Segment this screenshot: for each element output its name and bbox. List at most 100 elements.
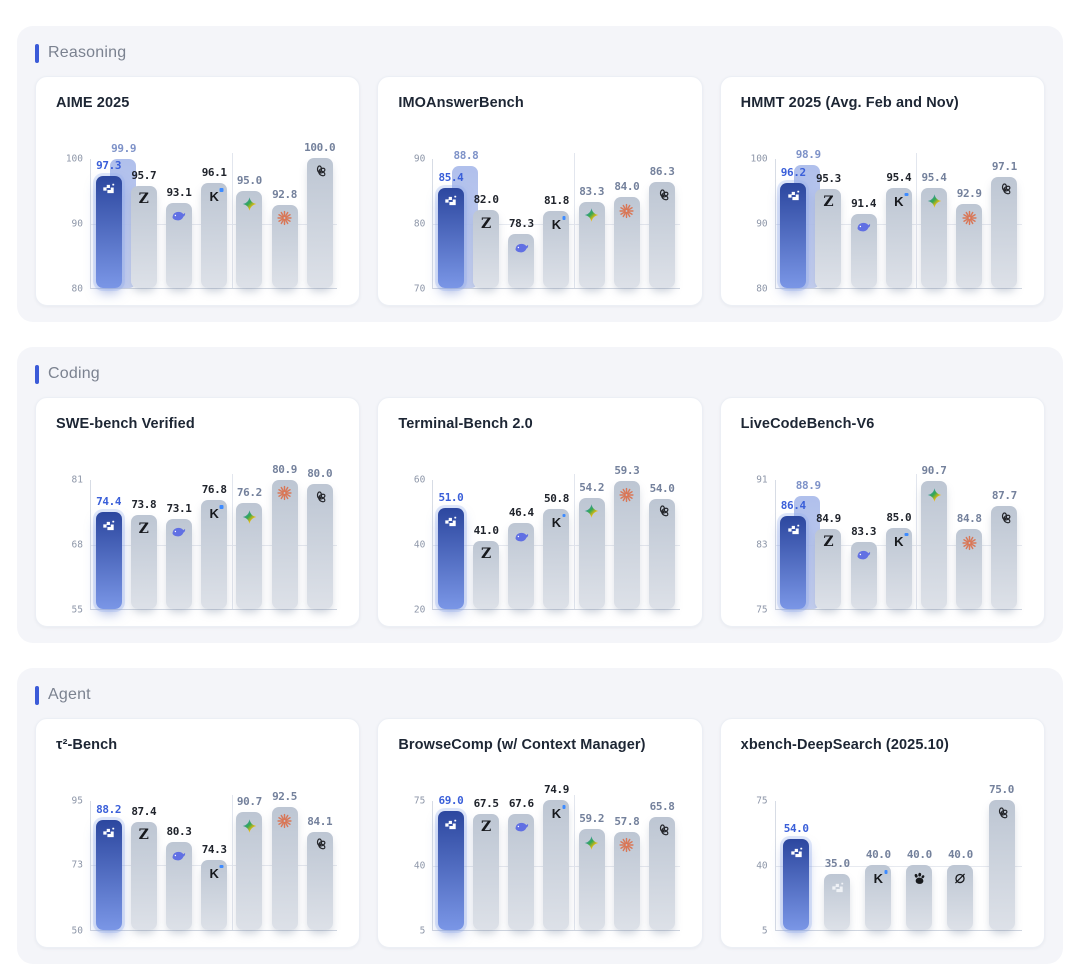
bar-deepseek	[508, 813, 535, 930]
bar-slot-minimax: 54.0	[776, 801, 817, 930]
y-axis-tick: 75	[756, 795, 768, 807]
bar-gemini	[921, 187, 947, 288]
section-header: Agent	[35, 684, 1045, 706]
y-axis-tick: 95	[71, 795, 83, 807]
bar-slot-zai: Z 73.8	[126, 480, 161, 609]
value-label: 95.0	[236, 173, 262, 187]
gemini-icon	[583, 207, 600, 224]
bar-slot-deepseek: 80.3	[161, 801, 196, 930]
bar-deepseek	[165, 518, 192, 609]
value-label: 86.4	[780, 499, 806, 513]
bar-deepseek	[165, 202, 192, 288]
y-axis-tick: 40	[413, 539, 426, 551]
kimi-dot	[904, 192, 908, 197]
value-label: 85.4	[438, 170, 464, 184]
y-axis-tick: 40	[413, 860, 426, 872]
gemini-icon	[241, 817, 258, 834]
value-label: 93.1	[166, 185, 192, 199]
ghost-value-label: 98.9	[795, 148, 821, 162]
bar-openai	[649, 498, 676, 609]
bar-slot-kimi: K 96.1	[197, 159, 232, 288]
chart-title: LiveCodeBench-V6	[740, 416, 875, 432]
section-header: Reasoning	[35, 42, 1045, 64]
section-label: Agent	[48, 686, 91, 703]
bar-gemini	[236, 503, 263, 609]
bar-slot-openai: 100.0	[302, 141, 337, 288]
plot-range: 90 80 70 88.8 85.4 Z 82.0 78.3 K 81.8 83.3 84.0 86.3	[414, 149, 680, 295]
bar-slot-zai: Z 84.9	[811, 480, 846, 609]
value-label: 81.8	[544, 194, 569, 208]
value-label: 95.4	[886, 170, 912, 184]
value-label: 90.7	[236, 795, 262, 809]
value-label: 95.7	[131, 168, 157, 182]
deepseek-icon	[513, 239, 530, 256]
openai-icon	[993, 805, 1010, 822]
bar-slot-kimi: K 95.4	[881, 159, 916, 288]
value-label: 95.4	[921, 170, 947, 184]
value-label: 87.4	[131, 804, 157, 818]
bar-slashed-circle	[947, 865, 974, 930]
bar-slot-minimax: 88.2	[91, 801, 126, 930]
group-separator-line	[231, 153, 233, 288]
claude-icon	[618, 486, 635, 503]
y-axis-tick: 20	[413, 604, 426, 616]
bar-zai: Z	[130, 821, 157, 930]
chart-card: τ²-Bench 95 73 50 88.2 Z 87.4 80.3 K 74.3 90.7 92.5…	[35, 718, 361, 948]
minimax-icon	[442, 193, 459, 210]
bar-slot-openai: 87.7	[987, 480, 1022, 609]
bar-kimi: K	[885, 527, 912, 609]
claude-icon	[276, 812, 293, 829]
bar-claude	[613, 831, 640, 930]
bar-slot-zai: Z 41.0	[469, 480, 504, 609]
value-label: 76.2	[236, 486, 262, 499]
value-label: 96.1	[201, 166, 227, 180]
section-label: Coding	[48, 365, 100, 382]
section-accent-bar	[35, 364, 39, 384]
gridline	[775, 866, 1022, 867]
bar-kimi: K	[201, 183, 228, 288]
plot-range: 100 90 80 99.9 97.3 Z 95.7 93.1 K 96.1 95.0 92.8 100…	[66, 141, 338, 295]
slashed-circle-icon	[952, 870, 969, 887]
bar-claude	[613, 197, 640, 288]
cards-row: SWE-bench Verified 81 68 55 74.4 Z 73.8 73.1 K 76…	[35, 397, 1045, 627]
bar-deepseek	[850, 541, 877, 609]
value-label: 84.1	[307, 814, 333, 828]
bars-row: 54.0 35.0 K 40.0 40.0 40.0 75.0	[776, 783, 1022, 930]
bars-row: 88.9 86.4 Z 84.9 83.3 K 85.0 90.7 84.8 87.7	[776, 464, 1022, 609]
bar-claude	[271, 204, 298, 288]
bar-zai: Z	[473, 813, 500, 930]
value-label: 87.7	[991, 488, 1017, 502]
bar-claude	[956, 529, 983, 609]
paw-icon	[911, 870, 928, 887]
value-label: 74.9	[544, 783, 569, 797]
claude-icon	[961, 534, 978, 551]
value-label: 73.1	[166, 501, 192, 515]
openai-icon	[311, 837, 328, 854]
group-separator-line	[916, 153, 918, 288]
bar-slot-minimax: 74.4	[91, 480, 126, 609]
bar-kimi: K	[201, 859, 228, 930]
value-label: 40.0	[865, 848, 891, 861]
value-label: 75.0	[989, 783, 1014, 796]
value-label: 97.1	[991, 159, 1017, 173]
value-label: 83.3	[579, 184, 605, 198]
bar-slot-gemini: 76.2	[232, 480, 267, 609]
value-label: 86.3	[649, 165, 675, 179]
gemini-icon	[926, 486, 943, 503]
y-axis-tick: 73	[71, 859, 83, 871]
ghost-value-label: 88.9	[795, 479, 821, 493]
group-separator-line	[574, 153, 576, 288]
bar-kimi: K	[885, 187, 912, 288]
group-separator-line	[231, 795, 233, 930]
deepseek-icon	[513, 528, 530, 545]
deepseek-icon	[170, 524, 187, 541]
chart-card: LiveCodeBench-V6 91 83 75 88.9 86.4 Z 84.9 83.3 K…	[719, 397, 1045, 627]
value-label: 76.8	[201, 483, 227, 496]
bar-openai	[991, 176, 1018, 288]
bar-slot-zai: Z 87.4	[126, 801, 161, 930]
value-label: 85.0	[886, 510, 912, 524]
plot-area: 75 40 5 54.0 35.0 K 40.0 40.0 40.0 75.0	[756, 769, 1022, 937]
chart-card: HMMT 2025 (Avg. Feb and Nov) 100 90 80 98.9 9…	[719, 76, 1045, 306]
bar-deepseek	[850, 213, 877, 288]
bar-slot-slashed-circle: 40.0	[940, 801, 981, 930]
